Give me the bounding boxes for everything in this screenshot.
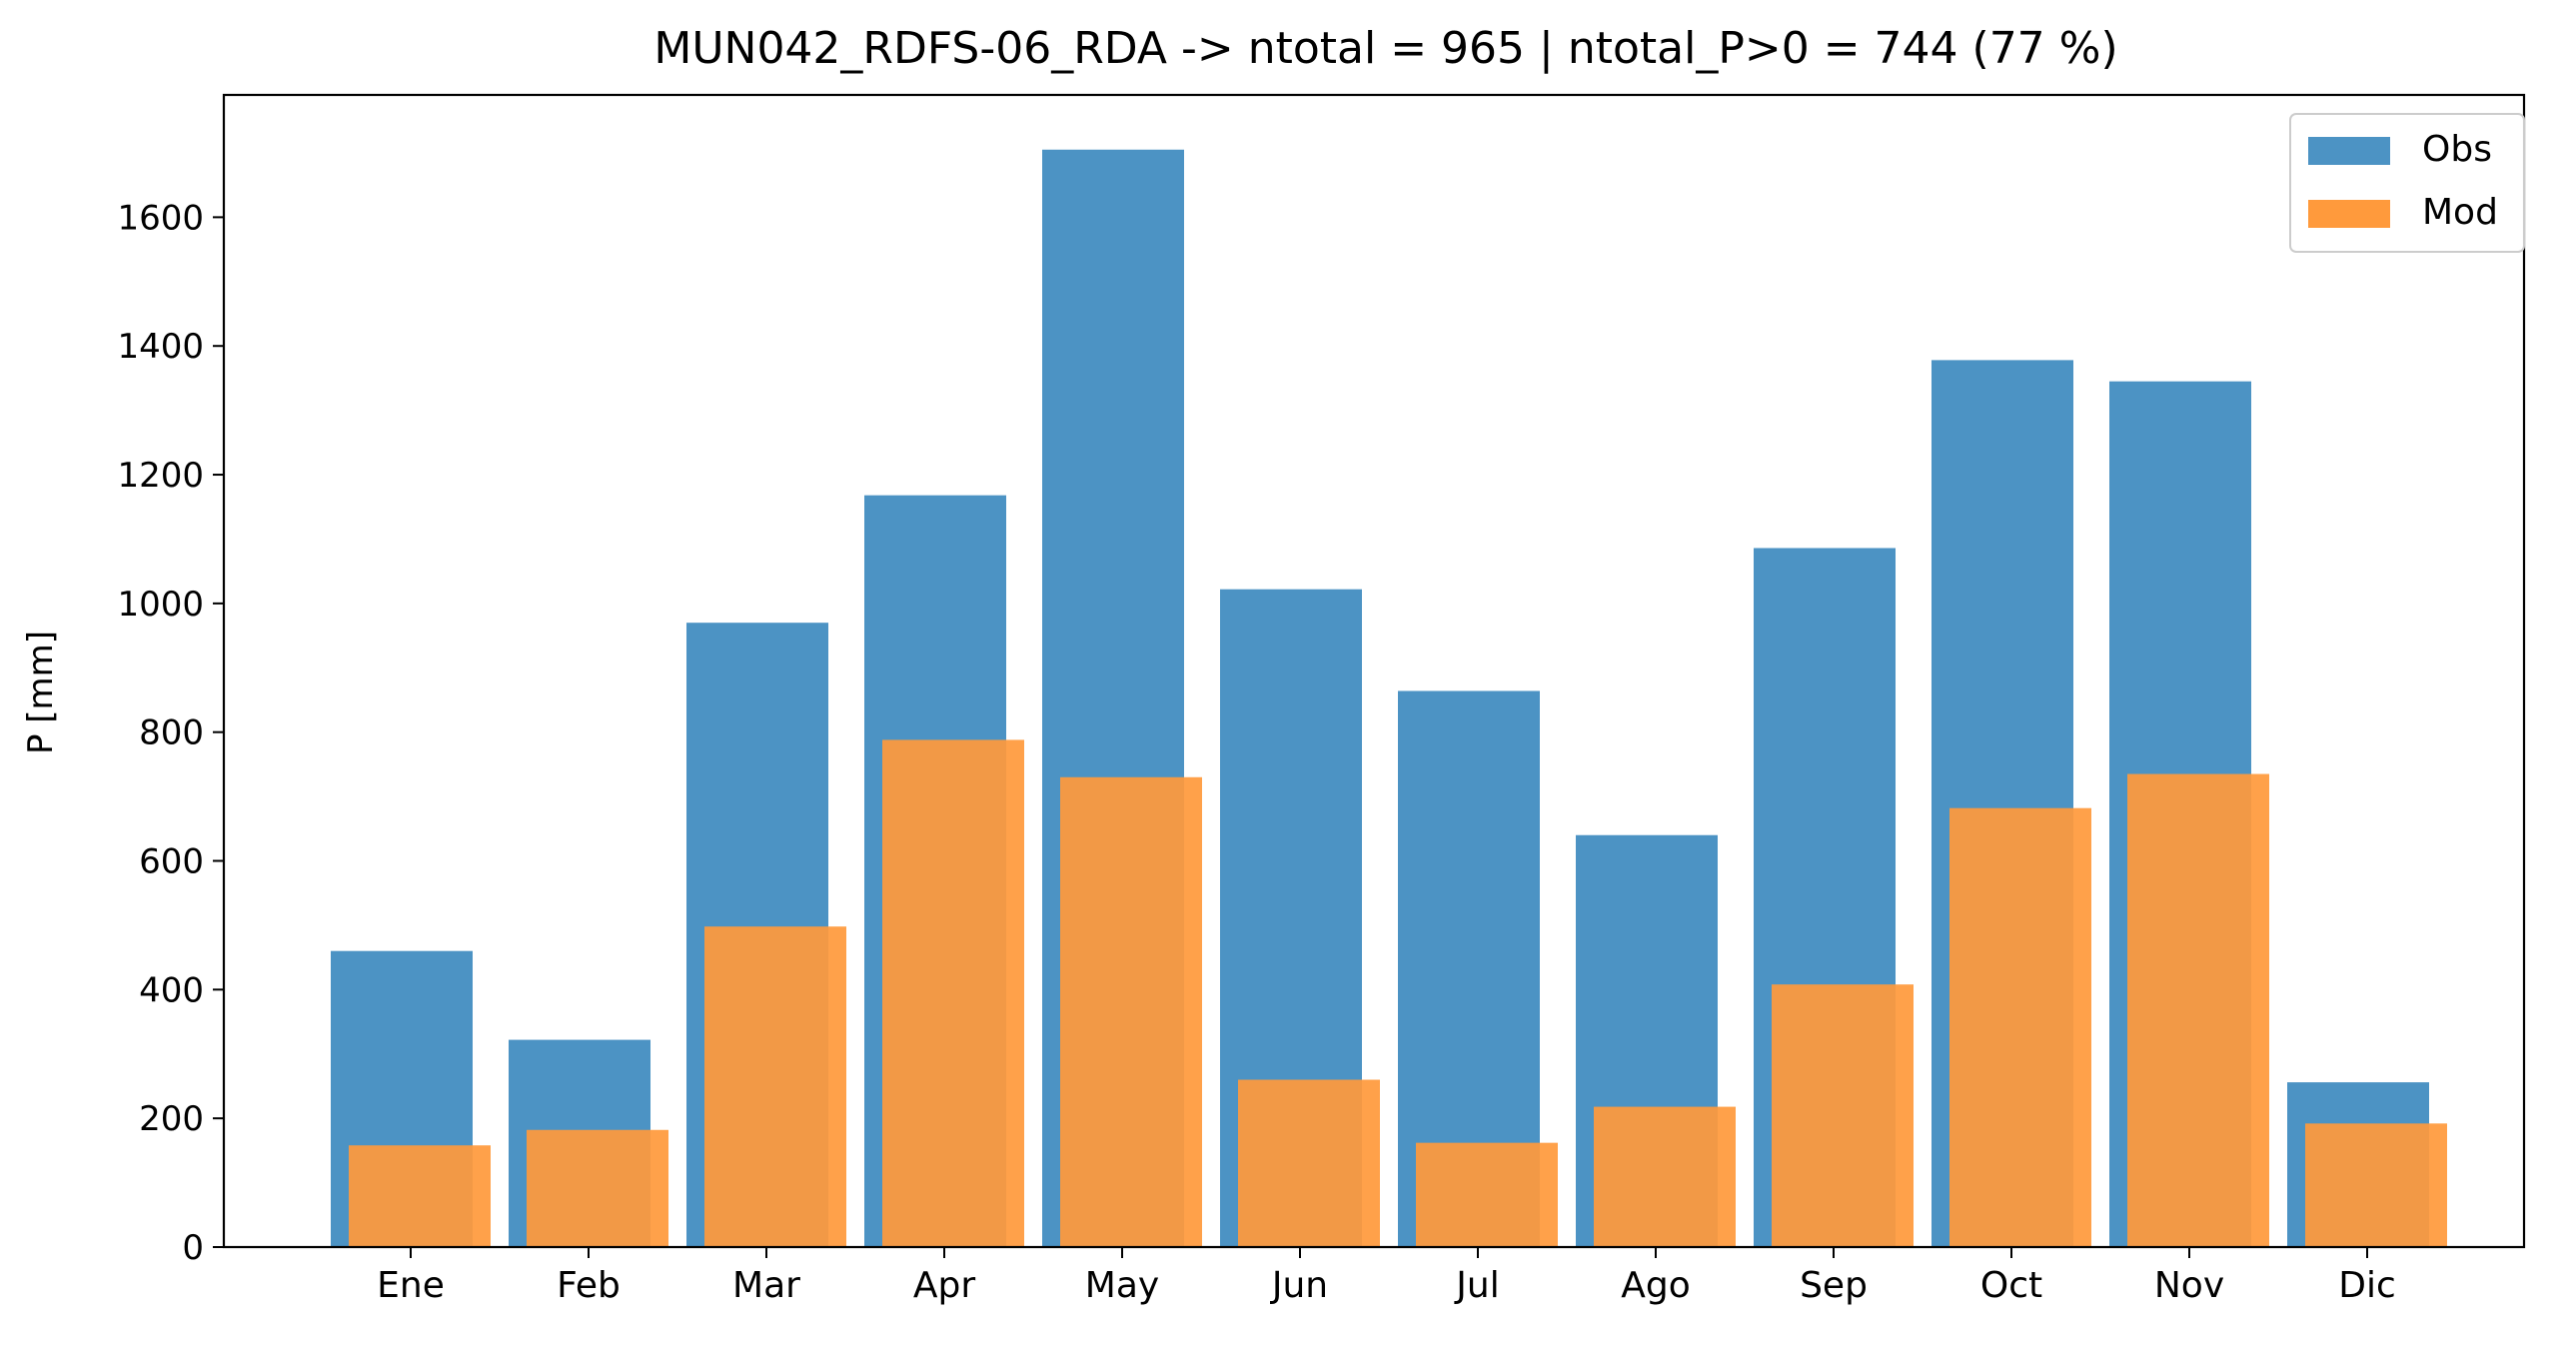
bar-mod-jun <box>1238 1079 1380 1247</box>
plot-frame <box>222 93 2526 1249</box>
bar-mod-nov <box>2127 773 2269 1247</box>
x-tick-label: Oct <box>1980 1265 2042 1306</box>
x-tick-label: Apr <box>913 1265 975 1306</box>
x-tick-label: Ene <box>377 1265 445 1306</box>
y-tick-label: 1000 <box>117 585 204 625</box>
x-tick-label: Dic <box>2338 1265 2396 1306</box>
bar-mod-oct <box>1949 807 2091 1247</box>
x-tick-label: Sep <box>1800 1265 1868 1306</box>
bar-mod-mar <box>704 926 846 1247</box>
x-tick-label: Feb <box>557 1265 621 1306</box>
y-tick-label: 600 <box>139 842 204 882</box>
legend: Obs Mod <box>2289 113 2525 253</box>
bar-mod-ago <box>1594 1106 1736 1247</box>
legend-label-obs: Obs <box>2422 129 2492 170</box>
x-tick-label: Jul <box>1454 1265 1499 1306</box>
y-tick-label: 400 <box>139 970 204 1010</box>
legend-swatch-mod <box>2308 200 2390 228</box>
bar-mod-may <box>1060 776 1202 1247</box>
bar-mod-jul <box>1416 1142 1558 1247</box>
bar-mod-sep <box>1772 984 1914 1247</box>
bar-mod-dic <box>2305 1123 2447 1247</box>
bars-layer <box>331 149 2447 1248</box>
y-tick-label: 800 <box>139 713 204 753</box>
y-axis-label: P [mm] <box>21 631 61 754</box>
y-axis: 0 200 400 600 800 1000 1200 1400 1600 <box>117 198 224 1268</box>
x-tick-label: Nov <box>2154 1265 2224 1306</box>
x-tick-label: Mar <box>732 1265 800 1306</box>
y-tick-label: 1200 <box>117 456 204 496</box>
x-tick-label: May <box>1085 1265 1159 1306</box>
y-tick-label: 200 <box>139 1099 204 1139</box>
x-tick-label: Jun <box>1270 1265 1328 1306</box>
legend-label-mod: Mod <box>2422 192 2498 233</box>
bar-mod-apr <box>882 739 1024 1247</box>
y-tick-label: 1600 <box>117 198 204 238</box>
chart-title: MUN042_RDFS-06_RDA -> ntotal = 965 | nto… <box>653 23 2117 74</box>
y-tick-label: 0 <box>182 1228 204 1268</box>
bar-mod-ene <box>349 1145 491 1247</box>
y-tick-label: 1400 <box>117 327 204 367</box>
x-axis: Ene Feb Mar Apr May Jun Jul Ago Sep Oct Nov Dic <box>377 1247 2396 1306</box>
bar-mod-feb <box>527 1129 668 1247</box>
legend-swatch-obs <box>2308 137 2390 165</box>
x-tick-label: Ago <box>1621 1265 1691 1306</box>
